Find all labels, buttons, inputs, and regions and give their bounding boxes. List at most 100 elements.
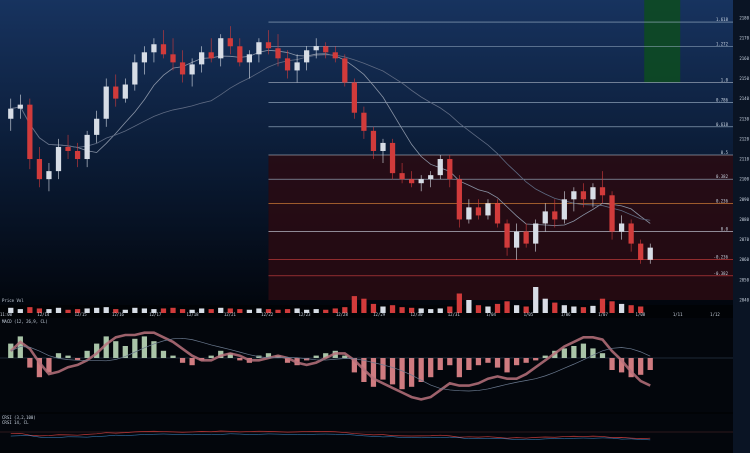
candle-body: [246, 54, 252, 63]
candle-body: [571, 191, 577, 200]
candle-body: [208, 52, 214, 59]
price-level-label: 0.618: [716, 122, 729, 127]
candle-body: [485, 203, 491, 216]
volume-bar: [342, 307, 348, 313]
macd-histogram-bar: [389, 358, 396, 385]
candle-body: [513, 231, 520, 248]
candle-body: [561, 199, 567, 220]
candle-body: [342, 58, 348, 83]
candle-body: [17, 104, 23, 109]
macd-histogram-bar: [265, 353, 272, 358]
volume-bar: [428, 309, 434, 313]
candle-body: [27, 104, 33, 160]
volume-bar: [237, 309, 243, 313]
x-tick-label: 1/08: [636, 312, 646, 317]
macd-histogram-bar: [208, 355, 214, 358]
volume-bar: [246, 309, 252, 313]
volume-bar: [179, 309, 186, 313]
volume-bar: [599, 298, 606, 313]
macd-histogram-bar: [323, 353, 329, 358]
volume-bar: [323, 309, 329, 313]
volume-bar: [485, 306, 491, 313]
volume-bar: [151, 309, 157, 313]
y-tick-label: 2050: [739, 277, 749, 282]
volume-bar: [418, 308, 424, 313]
candle-body: [428, 175, 434, 180]
volume-bar: [208, 309, 214, 313]
volume-bar: [399, 307, 405, 313]
volume-bar: [275, 309, 281, 313]
x-tick-label: 12/17: [149, 312, 162, 317]
candle-body: [638, 243, 644, 260]
candle-body: [74, 150, 81, 160]
candle-body: [523, 231, 529, 244]
macd-histogram-bar: [84, 350, 90, 358]
volume-bar: [17, 309, 23, 313]
price-level-label: 1.0: [721, 78, 729, 83]
volume-bar: [65, 309, 71, 313]
macd-histogram-bar: [561, 348, 567, 358]
volume-bar: [27, 307, 33, 313]
volume-bar: [638, 306, 644, 313]
candle-body: [609, 195, 615, 232]
volume-bar: [580, 307, 587, 313]
volume-bar: [618, 303, 625, 313]
macd-histogram-bar: [437, 358, 443, 370]
macd-histogram-bar: [27, 358, 33, 368]
candle-body: [590, 187, 596, 200]
x-tick-label: 12/29: [373, 312, 386, 317]
y-tick-label: 2040: [739, 298, 749, 303]
candle-body: [132, 62, 138, 85]
candle-body: [409, 179, 415, 184]
candle-body: [542, 211, 548, 224]
volume-bar: [170, 307, 176, 313]
candle-body: [170, 54, 176, 63]
macd-histogram-bar: [475, 358, 482, 366]
x-tick-label: 1/06: [561, 312, 571, 317]
candle-body: [46, 171, 52, 180]
candle-body: [494, 203, 501, 224]
macd-line: [9, 331, 651, 401]
volume-bar: [504, 301, 510, 313]
candle-body: [552, 211, 558, 220]
price-level-label: -0.382: [714, 271, 729, 276]
volume-bar: [437, 308, 443, 313]
candle-body: [160, 44, 167, 55]
volume-bar: [542, 298, 548, 313]
candle-body: [618, 223, 625, 232]
macd-histogram-bar: [141, 336, 148, 358]
macd-histogram-bar: [170, 355, 176, 358]
y-tick-label: 2090: [739, 197, 749, 202]
macd-histogram-bar: [418, 358, 424, 382]
macd-histogram-bar: [494, 358, 501, 368]
candle-body: [189, 64, 195, 75]
volume-bar: [447, 306, 453, 313]
x-tick-label: 1/07: [598, 312, 608, 317]
volume-bar: [132, 307, 138, 313]
x-tick-label: 12/15: [75, 312, 88, 317]
candle-body: [323, 46, 329, 53]
macd-histogram-bar: [370, 358, 377, 387]
price-level-label: 1.618: [716, 17, 729, 22]
volume-bar: [380, 306, 386, 313]
volume-bar: [370, 303, 377, 313]
moving-average-line: [10, 54, 651, 221]
volume-bar: [304, 309, 310, 313]
macd-histogram-bar: [447, 358, 453, 366]
candle-body: [122, 84, 128, 99]
candle-body: [103, 86, 109, 119]
x-tick-label: 1/12: [710, 312, 720, 317]
macd-histogram-bar: [590, 348, 596, 358]
candle-body: [84, 134, 90, 160]
macd-histogram-bar: [65, 355, 71, 358]
macd-histogram-bar: [533, 358, 539, 361]
candle-body: [275, 48, 281, 59]
volume-bar: [94, 307, 100, 313]
y-tick-label: 2150: [739, 76, 749, 81]
volume-bar: [523, 306, 529, 313]
macd-histogram-bar: [523, 358, 529, 363]
x-tick-label: 1/11: [673, 312, 683, 317]
candle-body: [351, 82, 357, 113]
